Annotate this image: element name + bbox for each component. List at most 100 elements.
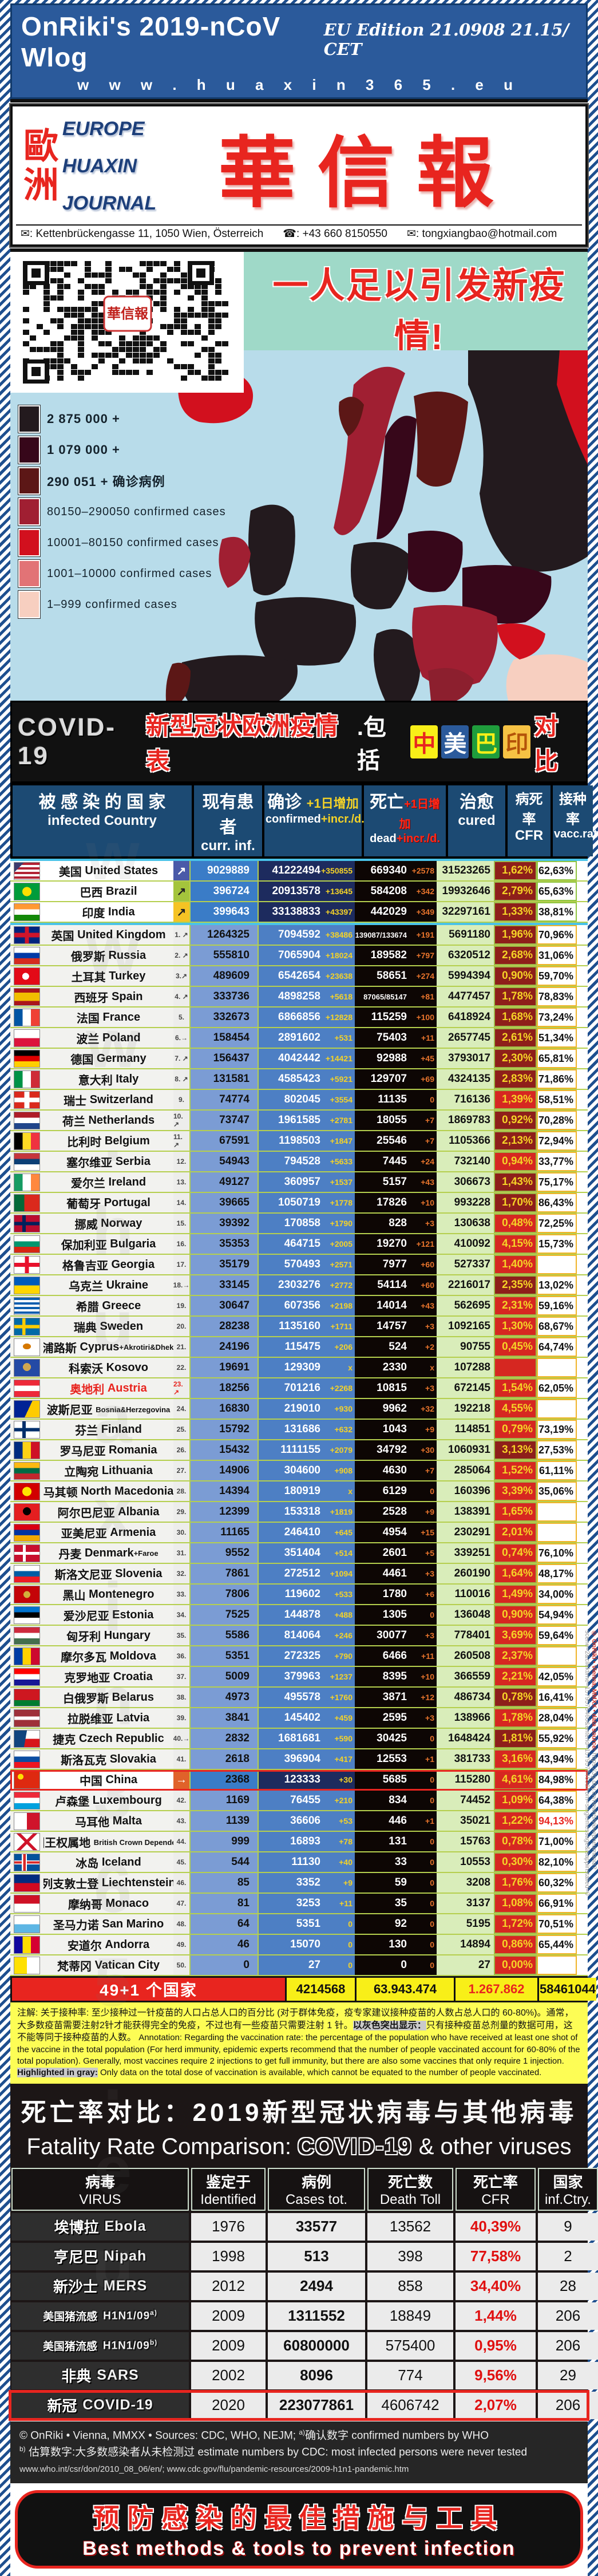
rank-cell: ↗ [173, 882, 189, 901]
vacc-rate-cell: 55,92% [537, 1729, 577, 1748]
virus-cases: 33577 [268, 2212, 365, 2241]
col-current: 现有患者 curr. inf. [194, 785, 262, 856]
vacc-rate-cell: 33,77% [537, 1152, 577, 1171]
flag-icon [14, 1420, 40, 1439]
dead-cell: 58651 +274 [355, 966, 437, 986]
virus-identified: 1976 [191, 2212, 266, 2241]
vacc-rate-cell [537, 1358, 577, 1377]
email-text[interactable]: ✉: tongxiangbao@hotmail.com [406, 228, 557, 240]
country-row-sweden: 瑞典 Sweden 20. 28238 1135160 +1711 14757 +3 1092… [10, 1317, 588, 1337]
rank-cell: 48. [173, 1914, 189, 1934]
cured-cell: 130638 [437, 1214, 494, 1233]
virus-countries: 9 [538, 2212, 598, 2241]
confirmed-cell: 7094592 +38486 [258, 925, 355, 945]
current-infected: 5351 [189, 1646, 258, 1666]
covid-total-row: 49+1 个国家 4214568 63.943.474 1.267.862 58… [10, 1976, 596, 2002]
country-name: 摩尔多瓦 Moldova [43, 1646, 173, 1666]
cured-cell: 192218 [437, 1399, 494, 1419]
cured-cell: 160396 [437, 1481, 494, 1501]
current-infected: 18256 [189, 1378, 258, 1398]
country-row-finland: 芬兰 Finland 25. 15792 131686 +632 1043 +9 114851… [10, 1420, 588, 1440]
rank-cell: 11. ↗ [173, 1131, 189, 1151]
confirmed-cell: 814064 +246 [258, 1626, 355, 1645]
confirmed-cell: 20913578 +13645 [258, 882, 355, 901]
vacc-rate-cell [537, 1523, 577, 1542]
rank-cell: 13. [173, 1172, 189, 1192]
dead-cell: 828 +3 [355, 1214, 437, 1233]
phone-text[interactable]: ☎: +43 660 8150550 [283, 228, 387, 240]
flag-cell [10, 1111, 43, 1130]
confirmed-cell: 180919 x [258, 1481, 355, 1501]
cfr-cell: 2,79% [494, 882, 537, 901]
vacc-rate-cell: 70,28% [537, 1111, 577, 1130]
divider [10, 248, 588, 252]
dead-cell: 2330 x [355, 1358, 437, 1377]
flag-icon [14, 1935, 40, 1954]
dead-cell: 4461 +3 [355, 1564, 437, 1583]
cured-cell: 107288 [437, 1358, 494, 1377]
current-infected: 12399 [189, 1502, 258, 1522]
vacc-rate-cell: 35,06% [537, 1481, 577, 1501]
dead-cell: 12553 +1 [355, 1749, 437, 1769]
cfr-cell: 1,62% [494, 861, 537, 880]
rank-cell: 23. ↗ [173, 1378, 189, 1398]
virus-identified: 2020 [191, 2391, 266, 2419]
country-name: 俄罗斯 Russia [43, 946, 173, 965]
rank-cell: 6.→ [173, 1028, 189, 1048]
virus-name: 埃博拉 Ebola [11, 2212, 189, 2241]
tile-mask: 1.）口罩mask 3M 8822 FFP2 [13, 2575, 202, 2576]
site-url[interactable]: w w w . h u a x i n 3 6 5 . e u [77, 76, 521, 93]
current-infected: 11165 [189, 1523, 258, 1542]
virus-name: 美国猪流感 H1N1/09a) [11, 2302, 189, 2330]
vacc-rate-cell [537, 1399, 577, 1419]
virus-table: 病毒 VIRUS 鉴定于 Identified 病例 Cases tot. 死亡数 De… [9, 2165, 598, 2421]
logo-words: EUROPE HUAXIN JOURNAL [62, 118, 156, 215]
rank-cell: 40.→ [173, 1729, 189, 1748]
legend-label: 2 875 000 + [47, 412, 120, 426]
flag-cell [10, 966, 43, 986]
flag-icon [14, 1441, 40, 1459]
covid-table-header: 被 感 染 的 国 家 infected Country 现有患者 curr. in… [10, 783, 598, 859]
current-infected: 15792 [189, 1420, 258, 1439]
virus-rows: 埃博拉 Ebola 1976 33577 13562 40,39% 9 亨尼巴 Nipah 199… [9, 2212, 598, 2421]
current-infected: 64 [189, 1914, 258, 1934]
virus-cases: 60800000 [268, 2332, 365, 2360]
vacc-rate-cell: 76,10% [537, 1543, 577, 1563]
flag-icon [14, 1482, 40, 1500]
slogan-band: 華信報 一人足以引发新疫情! 欧洲加油! 祖国加油! [10, 252, 588, 467]
cured-cell: 486734 [437, 1688, 494, 1707]
dead-cell: 129707 +69 [355, 1069, 437, 1089]
country-row-lithuania: 立陶宛 Lithuania 27. 14906 304600 +908 4630 +7 285… [10, 1461, 588, 1481]
cfr-cell: 1,65% [494, 1502, 537, 1522]
country-name: 圣马力诺 San Marino [43, 1914, 173, 1934]
cfr-cell: 2,01% [494, 1523, 537, 1542]
country-row-cyprus: 赛浦路斯 Cyprus+Akrotiri&Dhekelia21.24196115… [10, 1337, 588, 1358]
country-row-germany: 德国 Germany 7. ↗ 156437 4042442 +14421 92988 +4… [10, 1049, 588, 1069]
confirmed-cell: 396904 +417 [258, 1749, 355, 1769]
rank-cell: 34. [173, 1605, 189, 1625]
vacc-rate-cell: 59,64% [537, 1626, 577, 1645]
confirmed-cell: 27 0 [258, 1955, 355, 1975]
country-row-switzerland: 瑞士 Switzerland 9. 74774 802045 +3554 11135 0 71… [10, 1090, 588, 1111]
vacc-rate-cell: 82,10% [537, 1852, 577, 1872]
dead-cell: 18055 +7 [355, 1111, 437, 1130]
flag-cell [10, 1935, 43, 1954]
country-name: 匈牙利 Hungary [43, 1626, 173, 1645]
country-row-united-kingdom: 英国 United Kingdom 1. ↗ 1264325 7094592 +3848… [10, 923, 588, 946]
cured-cell: 115280 [437, 1770, 494, 1789]
flag-cell [10, 861, 43, 880]
flag-icon [14, 1523, 40, 1542]
cured-cell: 110016 [437, 1585, 494, 1604]
cured-cell: 35021 [437, 1811, 494, 1831]
cured-cell: 27 [437, 1955, 494, 1975]
confirmed-cell: 2303276 +2772 [258, 1275, 355, 1295]
rank-cell: 42. [173, 1791, 189, 1810]
dead-cell: 59 0 [355, 1873, 437, 1893]
virus-cfr: 9,56% [456, 2361, 536, 2389]
source-urls[interactable]: www.who.int/csr/don/2010_08_06/en/; www.… [19, 2464, 409, 2475]
flag-cell [10, 1955, 43, 1975]
cured-cell: 90755 [437, 1337, 494, 1357]
cfr-cell [494, 1358, 537, 1377]
rank-cell: 24. [173, 1399, 189, 1419]
cured-cell: 1648424 [437, 1729, 494, 1748]
